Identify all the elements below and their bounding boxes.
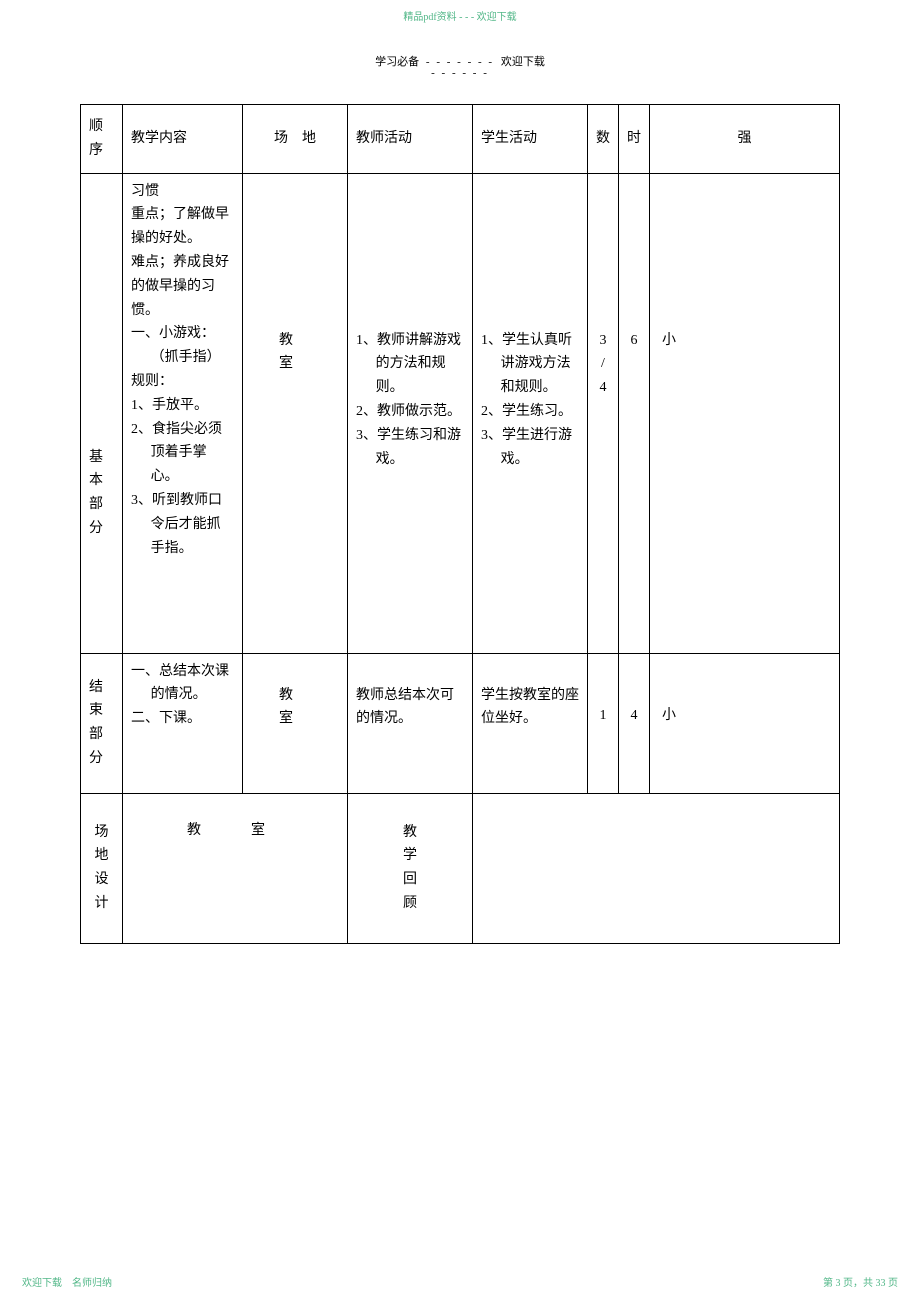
time-end: 4 bbox=[619, 653, 650, 793]
header-underline: - - - - - - bbox=[0, 67, 920, 79]
table-row-design: 场 地 设 计 教 室 教 学 回 顾 bbox=[81, 793, 840, 943]
section-label-basic: 基 本 部 分 bbox=[81, 173, 123, 653]
student-basic: 1、学生认真听讲游戏方法和规则。 2、学生练习。 3、学生进行游戏。 bbox=[473, 173, 588, 653]
header-content: 教学内容 bbox=[123, 105, 243, 174]
footer-right: 第 3 页，共 33 页 bbox=[823, 1274, 898, 1289]
lesson-plan-table-container: 顺序 教学内容 场 地 教师活动 学生活动 数 时 强 基 本 部 分 习惯 重… bbox=[80, 104, 840, 944]
review-content bbox=[473, 793, 840, 943]
design-location: 教 室 bbox=[123, 793, 348, 943]
lesson-plan-table: 顺序 教学内容 场 地 教师活动 学生活动 数 时 强 基 本 部 分 习惯 重… bbox=[80, 104, 840, 944]
content-basic: 习惯 重点；了解做早操的好处。 难点；养成良好的做早操的习惯。 一、小游戏： （… bbox=[123, 173, 243, 653]
header-location: 场 地 bbox=[243, 105, 348, 174]
location-end: 教 室 bbox=[243, 653, 348, 793]
student-end: 学生按教室的座位坐好。 bbox=[473, 653, 588, 793]
count-basic: 3 / 4 bbox=[588, 173, 619, 653]
location-basic: 教 室 bbox=[243, 173, 348, 653]
table-header-row: 顺序 教学内容 场 地 教师活动 学生活动 数 时 强 bbox=[81, 105, 840, 174]
header-time: 时 bbox=[619, 105, 650, 174]
count-end: 1 bbox=[588, 653, 619, 793]
header-student: 学生活动 bbox=[473, 105, 588, 174]
strength-end: 小 bbox=[650, 653, 840, 793]
section-label-end: 结 束 部 分 bbox=[81, 653, 123, 793]
table-row-end: 结 束 部 分 一、总结本次课的情况。 二、下课。 教 室 教师总结本次可的情况… bbox=[81, 653, 840, 793]
header-sub-left: 学习必备 bbox=[375, 53, 419, 69]
header-sub-right: 欢迎下载 bbox=[501, 53, 545, 69]
content-end: 一、总结本次课的情况。 二、下课。 bbox=[123, 653, 243, 793]
header-teacher: 教师活动 bbox=[348, 105, 473, 174]
footer-left: 欢迎下载 名师归纳 bbox=[22, 1274, 112, 1289]
design-label: 场 地 设 计 bbox=[81, 793, 123, 943]
header-strength: 强 bbox=[650, 105, 840, 174]
teacher-end: 教师总结本次可的情况。 bbox=[348, 653, 473, 793]
header-count: 数 bbox=[588, 105, 619, 174]
table-row-basic: 基 本 部 分 习惯 重点；了解做早操的好处。 难点；养成良好的做早操的习惯。 … bbox=[81, 173, 840, 653]
review-label: 教 学 回 顾 bbox=[348, 793, 473, 943]
time-basic: 6 bbox=[619, 173, 650, 653]
header-order: 顺序 bbox=[81, 105, 123, 174]
header-top-text: 精品pdf资料 - - - 欢迎下载 bbox=[0, 0, 920, 23]
strength-basic: 小 bbox=[650, 173, 840, 653]
teacher-basic: 1、教师讲解游戏的方法和规则。 2、教师做示范。 3、学生练习和游戏。 bbox=[348, 173, 473, 653]
